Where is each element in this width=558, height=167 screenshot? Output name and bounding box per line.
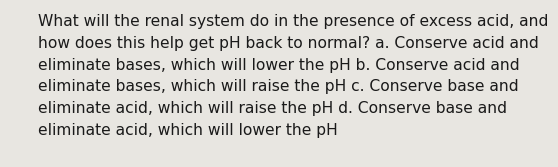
Text: eliminate bases, which will lower the pH b. Conserve acid and: eliminate bases, which will lower the pH… (38, 58, 519, 73)
Text: eliminate acid, which will lower the pH: eliminate acid, which will lower the pH (38, 123, 338, 138)
Text: What will the renal system do in the presence of excess acid, and: What will the renal system do in the pre… (38, 14, 549, 29)
Text: eliminate bases, which will raise the pH c. Conserve base and: eliminate bases, which will raise the pH… (38, 79, 518, 94)
Text: how does this help get pH back to normal? a. Conserve acid and: how does this help get pH back to normal… (38, 36, 539, 51)
Text: eliminate acid, which will raise the pH d. Conserve base and: eliminate acid, which will raise the pH … (38, 101, 507, 116)
